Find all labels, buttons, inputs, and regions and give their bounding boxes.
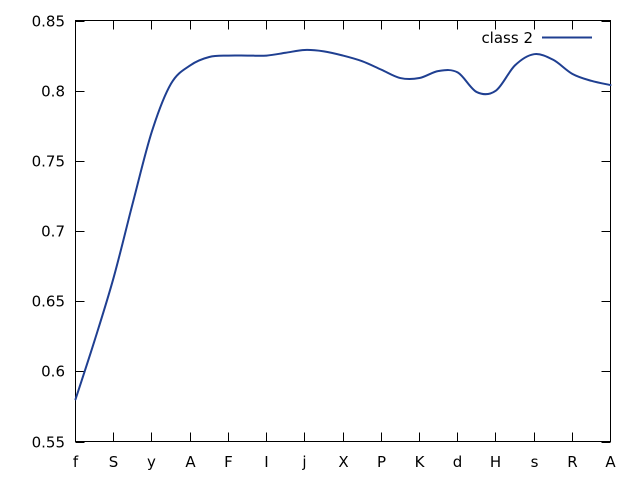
legend-label: class 2 <box>481 29 533 47</box>
x-tick-label: A <box>185 453 196 471</box>
x-tick-label: H <box>490 453 501 471</box>
y-tick-label: 0.7 <box>41 223 65 241</box>
y-tick-label: 0.75 <box>32 153 65 171</box>
y-tick-label: 0.6 <box>41 363 65 381</box>
y-tick-label: 0.85 <box>32 13 65 31</box>
x-tick-label: y <box>147 453 156 471</box>
x-tick-label: I <box>264 453 268 471</box>
x-tick-label: F <box>224 453 233 471</box>
x-tick-label: A <box>605 453 616 471</box>
legend: class 2 <box>481 29 592 47</box>
series-line-class-2 <box>74 48 612 401</box>
y-axis: 0.55 0.6 0.65 0.7 0.75 0.8 0.85 <box>32 13 611 452</box>
y-tick-label: 0.55 <box>32 434 65 452</box>
x-tick-label: K <box>415 453 426 471</box>
x-tick-label: S <box>109 453 119 471</box>
y-tick-label: 0.8 <box>41 83 65 101</box>
x-tick-label: j <box>301 453 306 471</box>
y-tick-label: 0.65 <box>32 293 65 311</box>
x-tick-label: R <box>567 453 577 471</box>
x-tick-label: s <box>531 453 539 471</box>
x-tick-label: f <box>73 453 79 471</box>
series-layer <box>74 48 612 401</box>
x-tick-label: X <box>338 453 348 471</box>
x-tick-label: d <box>453 453 463 471</box>
x-tick-label: P <box>377 453 386 471</box>
plot-frame <box>75 20 611 442</box>
